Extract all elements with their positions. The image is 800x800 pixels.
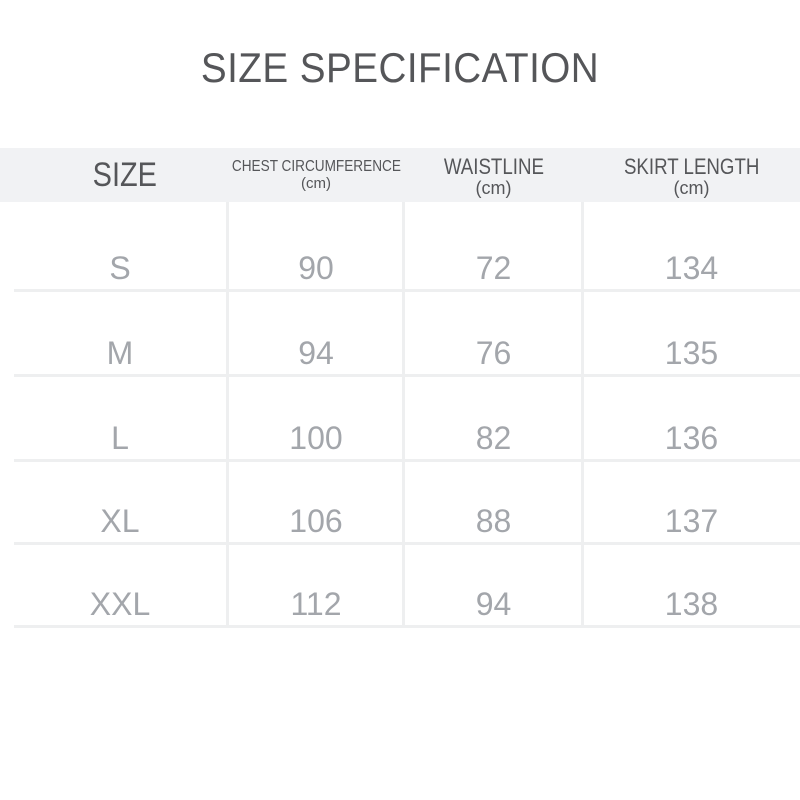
table-cell: 90 (298, 250, 334, 286)
header-label: SKIRT LENGTH (623, 154, 760, 179)
table-cell: 72 (475, 250, 512, 286)
table-cell: 112 (290, 586, 342, 622)
page-title: SIZE SPECIFICATION (200, 44, 600, 91)
table-cell: XXL (89, 586, 151, 622)
table-row: XXL 112 94 138 (14, 545, 800, 628)
header-skirt-length: SKIRT LENGTH (cm) (583, 148, 800, 202)
table-row: XL 106 88 137 (14, 462, 800, 545)
header-label: WAISTLINE (443, 154, 544, 179)
header-unit: (cm) (301, 175, 331, 192)
table-cell: M (106, 335, 134, 371)
grid-line (226, 202, 229, 628)
table-cell: 138 (664, 586, 719, 622)
table-cell: 100 (289, 420, 343, 456)
header-label: CHEST CIRCUMFERENCE (231, 158, 401, 175)
table-cell: 106 (289, 503, 343, 539)
header-label: SIZE (92, 155, 158, 194)
header-unit: (cm) (475, 178, 512, 198)
table-cell: L (111, 420, 129, 456)
table-cell: 136 (664, 420, 719, 456)
header-waistline: WAISTLINE (cm) (404, 148, 583, 202)
table-cell: 94 (475, 586, 512, 622)
header-size: SIZE (40, 148, 210, 202)
table-cell: 88 (475, 503, 512, 539)
header-unit: (cm) (673, 178, 710, 198)
table-row: M 94 76 135 (14, 292, 800, 377)
grid-line (402, 202, 405, 628)
table-cell: 137 (664, 503, 719, 539)
table-header: SIZE CHEST CIRCUMFERENCE (cm) WAISTLINE … (0, 148, 800, 202)
table-row: L 100 82 136 (14, 377, 800, 462)
table-cell: 82 (475, 420, 512, 456)
header-chest: CHEST CIRCUMFERENCE (cm) (228, 148, 404, 202)
table-cell: 94 (298, 335, 334, 371)
table-row: S 90 72 134 (14, 202, 800, 292)
table-cell: XL (100, 503, 140, 539)
table-cell: 134 (664, 250, 719, 286)
table-cell: 135 (664, 335, 719, 371)
table-cell: 76 (475, 335, 512, 371)
table-cell: S (109, 250, 131, 286)
grid-line (581, 202, 584, 628)
